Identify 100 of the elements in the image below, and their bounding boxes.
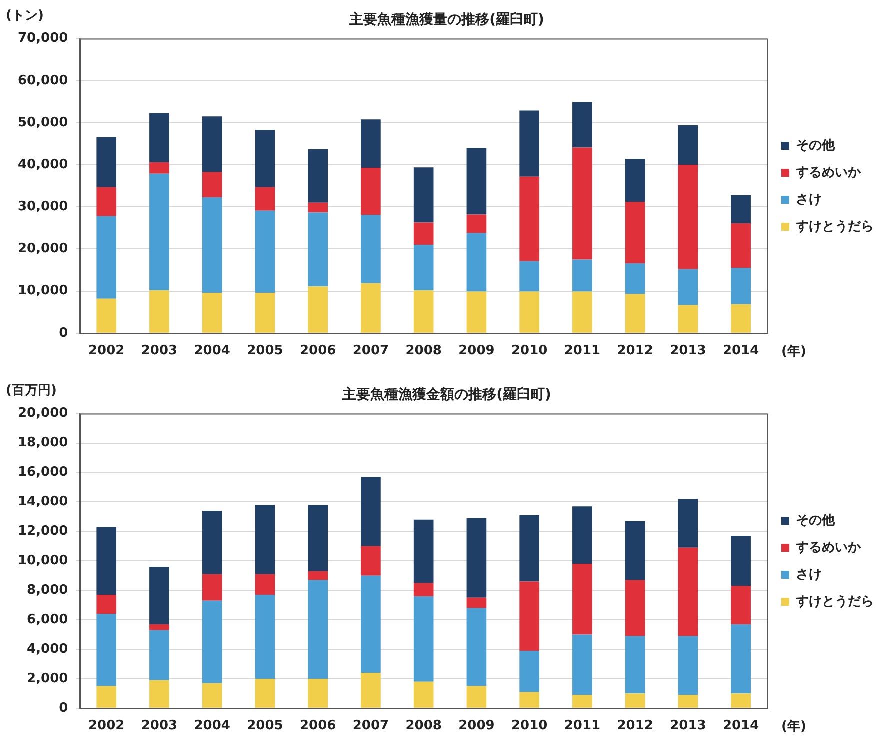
- bar: [731, 304, 751, 333]
- bar: [466, 292, 487, 333]
- y-tick-label: 0: [59, 326, 68, 341]
- x-tick-label: 2007: [352, 344, 390, 359]
- x-tick-label: 2004: [194, 344, 230, 359]
- bar: [572, 695, 592, 708]
- x-tick-label: 2011: [564, 344, 601, 359]
- x-tick-label: 2010: [511, 718, 548, 734]
- bar: [202, 600, 222, 684]
- bar: [414, 222, 434, 246]
- y-tick-label: 10,000: [18, 284, 68, 299]
- y-tick-label: 20,000: [18, 406, 68, 422]
- bar: [308, 505, 328, 572]
- bar: [150, 162, 170, 174]
- bar: [520, 261, 540, 292]
- legend-label: するめいか: [795, 540, 862, 556]
- x-tick-label: 2013: [670, 718, 706, 734]
- bar: [150, 680, 170, 708]
- y-tick-label: 8,000: [27, 582, 68, 598]
- bar: [572, 102, 592, 148]
- bar: [255, 130, 276, 188]
- x-tick-label: 2014: [722, 344, 760, 359]
- bar: [625, 202, 646, 264]
- x-axis-title: (年): [782, 719, 806, 734]
- x-tick-label: 2007: [352, 718, 390, 734]
- y-tick-label: 10,000: [18, 553, 68, 568]
- y-tick-label: 4,000: [27, 642, 68, 657]
- bar: [308, 149, 328, 203]
- x-tick-label: 2009: [458, 344, 495, 359]
- x-tick-label: 2003: [141, 718, 178, 734]
- bar: [625, 521, 646, 580]
- y-tick-label: 16,000: [18, 465, 68, 480]
- bar: [150, 630, 170, 680]
- bar: [414, 596, 434, 682]
- bar: [520, 582, 540, 651]
- bar: [202, 197, 222, 293]
- x-tick-label: 2004: [194, 718, 230, 734]
- bar: [414, 682, 434, 708]
- x-tick-label: 2002: [88, 344, 125, 359]
- bar: [625, 264, 646, 294]
- bar: [414, 583, 434, 596]
- bar: [678, 636, 698, 696]
- bar: [520, 650, 540, 692]
- y-tick-label: 20,000: [18, 242, 68, 257]
- bar: [466, 598, 487, 608]
- bar: [678, 125, 698, 166]
- y-tick-label: 18,000: [18, 436, 68, 451]
- bar: [414, 520, 434, 584]
- bar: [255, 293, 276, 333]
- bar: [414, 168, 434, 223]
- x-tick-label: 2003: [141, 344, 178, 359]
- bar: [678, 499, 698, 548]
- bar: [361, 576, 381, 674]
- bar: [202, 511, 222, 574]
- bar: [150, 624, 170, 630]
- bar: [96, 527, 117, 595]
- x-tick-label: 2009: [458, 718, 495, 734]
- bar: [255, 187, 276, 211]
- bar: [520, 292, 540, 333]
- legend-label: すけとうだら: [795, 219, 874, 234]
- bar: [308, 202, 328, 213]
- bar: [572, 506, 592, 564]
- x-tick-label: 2012: [617, 718, 654, 734]
- y-tick-label: 12,000: [18, 524, 68, 540]
- bar: [572, 148, 592, 260]
- bar: [572, 634, 592, 696]
- bar: [466, 686, 487, 708]
- bar: [361, 168, 381, 216]
- legend-label: その他: [796, 138, 836, 154]
- x-tick-label: 2014: [722, 718, 760, 734]
- bar: [255, 210, 276, 293]
- bar: [625, 294, 646, 333]
- x-tick-label: 2011: [564, 718, 601, 734]
- bar: [361, 546, 381, 576]
- bar: [96, 594, 117, 614]
- bar: [731, 195, 751, 224]
- y-tick-label: 70,000: [18, 31, 68, 46]
- bar: [202, 172, 222, 198]
- bar: [572, 260, 592, 292]
- bar: [520, 176, 540, 262]
- chart-title: 主要魚種漁獲量の推移(羅臼町): [348, 11, 544, 28]
- bar: [150, 113, 170, 163]
- y-tick-label: 6,000: [27, 612, 68, 628]
- x-tick-label: 2002: [88, 718, 125, 734]
- bar: [572, 292, 592, 333]
- bar: [96, 216, 117, 299]
- bar: [255, 505, 276, 574]
- x-tick-label: 2008: [406, 718, 442, 734]
- bar: [150, 566, 170, 624]
- bar: [678, 305, 698, 333]
- legend-label: さけ: [796, 192, 822, 208]
- bar: [202, 116, 222, 172]
- bar: [361, 673, 381, 708]
- bar: [678, 695, 698, 708]
- bar: [150, 174, 170, 290]
- bar: [96, 614, 117, 686]
- bar: [731, 268, 751, 304]
- y-axis-title: (百万円): [6, 383, 57, 398]
- bar: [625, 636, 646, 694]
- legend-label: さけ: [796, 567, 822, 582]
